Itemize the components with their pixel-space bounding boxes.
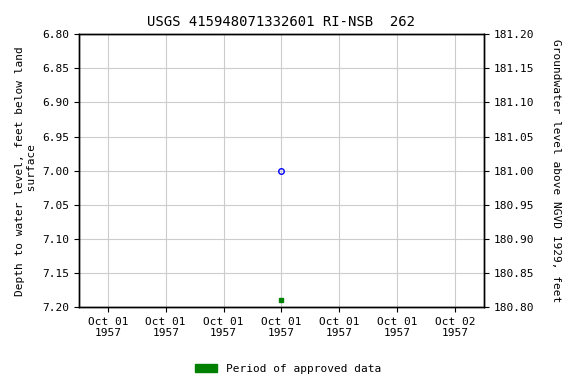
Y-axis label: Groundwater level above NGVD 1929, feet: Groundwater level above NGVD 1929, feet [551,39,561,302]
Y-axis label: Depth to water level, feet below land
 surface: Depth to water level, feet below land su… [15,46,37,296]
Title: USGS 415948071332601 RI-NSB  262: USGS 415948071332601 RI-NSB 262 [147,15,415,29]
Legend: Period of approved data: Period of approved data [191,359,385,379]
